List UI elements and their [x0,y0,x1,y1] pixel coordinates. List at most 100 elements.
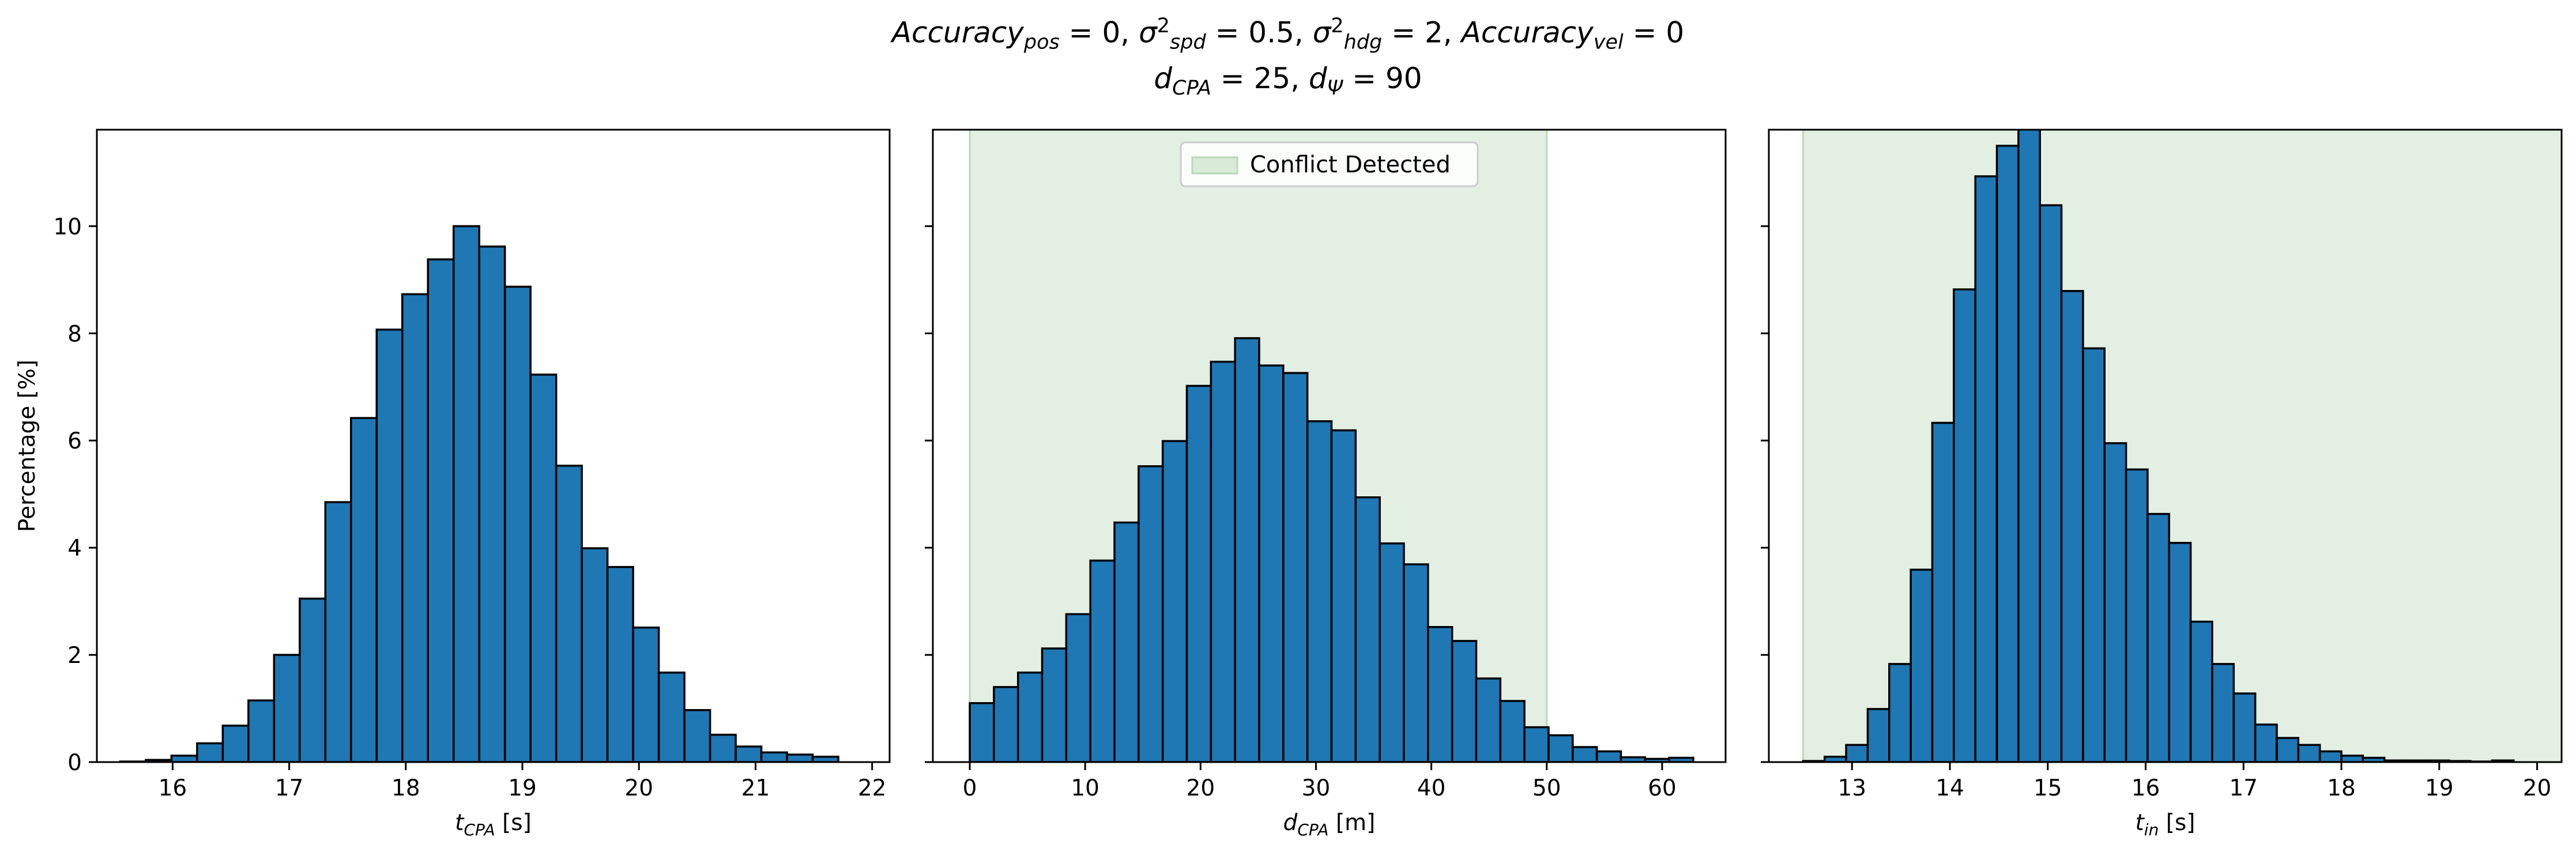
y-tick-label: 6 [67,428,82,454]
histogram-bar [606,566,634,762]
histogram-bar [1138,465,1164,762]
x-tick-label: 17 [2229,775,2258,801]
x-tick-label: 16 [2131,775,2160,801]
histogram-bar [1995,145,2020,762]
figure-title: Accuracypos = 0, σ2spd = 0.5, σ2hdg = 2,… [0,8,2576,106]
x-tick-label: 16 [159,775,187,801]
x-tick-label: 15 [2033,775,2062,801]
x-tick-label: 14 [1935,775,1964,801]
x-tick-label: 40 [1417,775,1446,801]
histogram-bar [1161,440,1188,762]
x-tick-label: 19 [508,775,537,801]
histogram-bar [1185,384,1212,762]
axes-frame [96,129,891,763]
histogram-bar [401,293,430,762]
histogram-bar [299,597,327,762]
histogram-bar [2189,620,2213,762]
histogram-bar [1210,360,1236,762]
histogram-bar [453,225,480,762]
histogram-bar [1427,625,1453,762]
histogram-t-in: 13 14 15 16 17 18 19 20 tin [s] [1761,129,2563,839]
x-tick-label: 20 [1187,775,1215,801]
histogram-bar [1016,671,1044,762]
histogram-bar [2125,468,2149,762]
histogram-bar [760,751,788,762]
x-tick-label: 20 [2523,775,2552,801]
y-tick-label: 0 [67,750,82,776]
y-tick-label: 2 [67,643,82,669]
histogram-bar [1234,337,1260,762]
histogram-bar [1065,613,1091,762]
x-tick-label: 0 [963,775,977,801]
y-tick-label: 8 [67,321,82,347]
histogram-bar [1499,700,1526,762]
legend-label: Conflict Detected [1250,152,1451,178]
x-tick-label: 10 [1071,775,1099,801]
histogram-bar [2232,692,2257,762]
y-tick-label: 4 [67,536,82,561]
histogram-d-cpa: 0 10 20 30 40 50 60 dCPA [m] Conflict Detected [925,129,1727,839]
histogram-bar [1258,364,1285,762]
histogram-t-cpa: 16 17 18 19 20 21 22 0 2 4 6 8 10 tCPA [s] Percentage … [14,129,891,839]
histogram-bar [196,742,224,762]
histogram-bar [1041,647,1068,762]
histogram-bar [1379,542,1405,762]
histogram-bar [247,699,276,762]
histogram-bar [1282,372,1309,762]
x-axis-label: dCPA [m] [1283,810,1376,839]
histogram-bar [1668,756,1694,762]
histogram-bar [1910,568,1934,762]
histogram-bar [529,374,558,762]
histogram-bar [786,753,814,762]
histogram-bar [1866,708,1890,762]
legend: Conflict Detected [1180,141,1479,187]
histogram-bar [2146,512,2171,762]
histogram-bar [2276,737,2300,762]
histogram-bar [657,671,686,762]
y-tick-label: 10 [53,214,82,240]
x-tick-label: 19 [2425,775,2454,801]
histogram-bar [632,626,660,762]
histogram-bar [2168,542,2192,762]
x-tick-label: 60 [1648,775,1677,801]
histogram-bar [555,465,583,762]
histogram-bar [2039,204,2063,762]
histogram-bar [1451,640,1478,762]
x-tick-label: 21 [741,775,770,801]
histogram-bar [1403,563,1429,762]
histogram-bar [1931,421,1955,762]
histogram-bar [993,686,1019,762]
title-line-1: Accuracypos = 0, σ2spd = 0.5, σ2hdg = 2,… [891,14,1685,54]
histogram-bar [2060,290,2084,762]
histogram-bar [2103,442,2127,762]
histogram-bar [427,258,455,762]
histogram-bar [1572,746,1598,762]
histogram-bar [1845,744,1869,762]
x-tick-label: 20 [624,775,653,801]
histogram-bar [1475,677,1502,762]
histogram-bar [2254,723,2278,762]
x-tick-label: 18 [391,775,420,801]
histogram-bar [1306,420,1333,762]
histogram-bar [324,501,352,762]
x-tick-label: 50 [1532,775,1561,801]
histogram-bar [170,755,198,762]
plot-area [119,225,839,762]
histogram-bar [969,702,995,762]
axes-frame [932,129,1727,763]
x-axis-label: tin [s] [2136,810,2195,839]
x-tick-label: 17 [275,775,304,801]
histogram-bar [1595,750,1622,762]
x-tick-label: 18 [2327,775,2356,801]
histogram-bar [221,725,250,762]
title-line-2: dCPA = 25, dΨ = 90 [1154,61,1422,100]
histogram-bar [1330,429,1357,762]
histogram-bar [709,733,737,762]
histogram-bar [683,709,711,762]
histogram-bar [478,245,506,762]
histogram-bar [1354,496,1381,762]
histogram-bar [2340,755,2364,762]
histogram-bar [1089,559,1116,762]
histogram-bar [2318,750,2342,762]
